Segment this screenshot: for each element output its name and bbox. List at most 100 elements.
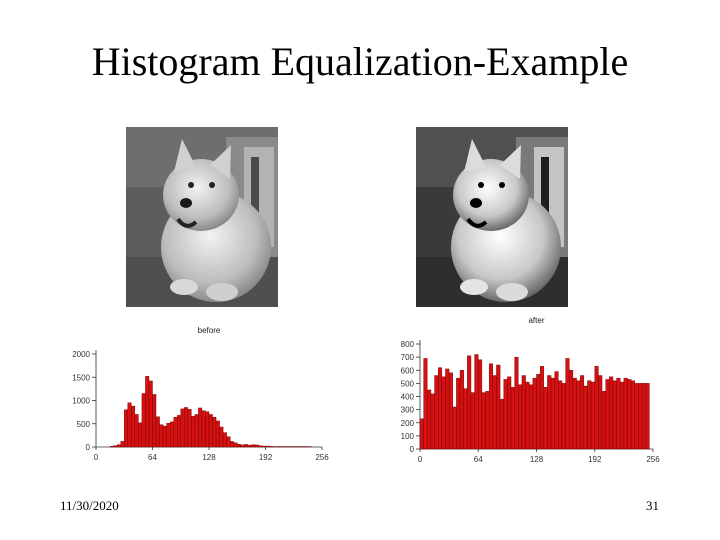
- histogram-bar: [134, 414, 139, 448]
- histogram-bar: [565, 358, 570, 450]
- histogram-bar: [514, 356, 519, 450]
- y-tick-label: 700: [401, 353, 415, 362]
- histogram-bar: [148, 380, 153, 448]
- histogram-bar: [638, 383, 643, 450]
- histogram-bar: [205, 411, 210, 448]
- histogram-bar: [159, 424, 164, 448]
- histogram-bar: [445, 368, 450, 450]
- histogram-bar: [616, 377, 621, 450]
- histogram-bar: [521, 375, 526, 450]
- histogram-bar: [258, 445, 263, 448]
- histogram-bar: [240, 444, 245, 448]
- histogram-bar: [131, 405, 136, 448]
- y-tick-label: 0: [86, 443, 91, 452]
- histogram-bar: [419, 418, 424, 450]
- histogram-bar: [219, 426, 224, 448]
- histogram-bar: [627, 379, 632, 450]
- histogram-after: after 0 100 200 300 400 500 600 700 800 0 64 128 192 2…: [401, 316, 661, 464]
- histogram-bar: [609, 376, 614, 450]
- histogram-bar: [201, 410, 206, 448]
- slide-date: 11/30/2020: [60, 498, 119, 513]
- histogram-bar: [124, 409, 128, 448]
- histogram-bar: [558, 380, 563, 450]
- histogram-bar: [488, 363, 494, 450]
- histogram-bar: [543, 387, 548, 450]
- x-tick-label: 64: [148, 453, 157, 462]
- histogram-bar: [605, 379, 610, 450]
- y-tick-label: 800: [401, 340, 415, 349]
- histogram-bar: [539, 366, 544, 450]
- x-tick-label: 192: [588, 455, 602, 464]
- histogram-bar: [180, 408, 185, 448]
- histogram-bar: [620, 381, 625, 450]
- histogram-bar: [507, 376, 512, 450]
- histogram-bar: [268, 446, 273, 448]
- histogram-bar: [452, 406, 457, 450]
- histogram-bar: [634, 383, 639, 450]
- histogram-bar: [630, 380, 635, 450]
- histogram-bar: [427, 389, 432, 450]
- histogram-bar: [212, 417, 217, 448]
- histogram-bar: [261, 445, 266, 448]
- histogram-bar: [233, 442, 238, 448]
- histogram-bar: [547, 375, 552, 450]
- histogram-bar: [587, 380, 592, 450]
- histogram-bar: [463, 388, 468, 450]
- histogram-bar: [645, 383, 650, 450]
- histogram-bar: [177, 415, 181, 448]
- histogram-bar: [529, 384, 534, 450]
- y-tick-label: 600: [401, 366, 415, 375]
- histogram-bar: [579, 375, 585, 450]
- x-tick-label: 0: [418, 455, 423, 464]
- histogram-bar: [155, 416, 160, 448]
- histogram-bar: [116, 444, 121, 448]
- histogram-bar: [423, 358, 428, 450]
- histogram-bar: [251, 444, 256, 448]
- chart-title: before: [198, 326, 221, 335]
- photo-after: [416, 127, 568, 307]
- histogram-bar: [138, 422, 143, 448]
- histogram-bar: [120, 441, 125, 448]
- x-tick-label: 0: [94, 453, 99, 462]
- histogram-bar: [173, 417, 178, 448]
- y-tick-label: 1000: [72, 397, 90, 406]
- photo-before: [126, 127, 278, 307]
- histogram-bar: [492, 375, 497, 450]
- y-tick-label: 500: [401, 379, 415, 388]
- histogram-bar: [499, 398, 504, 450]
- x-tick-label: 256: [315, 453, 329, 462]
- histogram-bar: [612, 380, 617, 450]
- histogram-bar: [166, 423, 171, 448]
- x-tick-label: 128: [202, 453, 216, 462]
- histogram-bar: [162, 425, 167, 448]
- y-tick-label: 200: [401, 419, 415, 428]
- y-tick-label: 1500: [72, 373, 90, 382]
- histogram-bar: [198, 407, 203, 448]
- histogram-bar: [184, 407, 189, 448]
- y-tick-label: 300: [401, 406, 415, 415]
- x-tick-label: 64: [474, 455, 483, 464]
- histogram-bar: [141, 393, 146, 448]
- y-tick-label: 500: [77, 420, 91, 429]
- histogram-bar: [226, 436, 231, 448]
- histogram-before: before 0 500 1000 1500 2000 0 64 128 192 256: [72, 326, 329, 462]
- histogram-bar: [583, 385, 588, 450]
- histogram-bar: [623, 377, 628, 450]
- histogram-bar: [244, 444, 249, 448]
- histogram-bar: [127, 402, 132, 448]
- histogram-bar: [554, 371, 559, 450]
- histogram-bar: [576, 380, 581, 450]
- histogram-bar: [572, 377, 577, 450]
- y-tick-label: 100: [401, 432, 415, 441]
- histogram-bar: [525, 381, 530, 450]
- histogram-bar: [265, 445, 270, 448]
- histogram-bar: [113, 445, 118, 448]
- page-title: Histogram Equalization-Example: [91, 39, 629, 84]
- dog-photo-after: [416, 127, 568, 307]
- chart-title: after: [528, 316, 544, 325]
- y-tick-label: 400: [401, 393, 415, 402]
- histogram-bar: [109, 446, 114, 448]
- histogram-bar: [590, 381, 595, 450]
- histogram-bar: [448, 372, 453, 450]
- histogram-bar: [550, 377, 555, 450]
